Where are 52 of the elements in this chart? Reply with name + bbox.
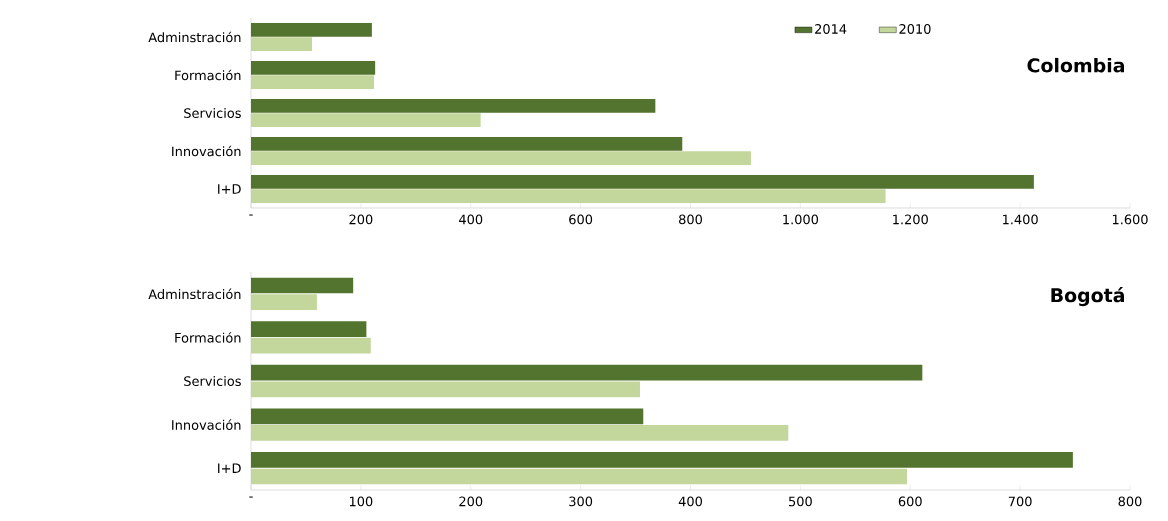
bar [251,277,354,294]
bar [251,321,367,337]
x-tick-label: 800 [679,214,702,225]
bar [251,364,923,381]
x-tick-label: 1.600 [1112,214,1148,225]
bar [251,113,481,128]
x-tick-label: 500 [789,496,812,507]
y-tick-label: I+D [218,463,241,473]
bar [251,408,644,425]
bar [251,151,751,166]
x-tick-label: 200 [349,214,373,225]
y-tick-label: Innovación [172,145,241,157]
legend-label: 2010 [899,24,931,34]
bar [251,37,312,52]
bar [251,174,1034,189]
x-tick-label: 800 [1118,496,1142,507]
y-tick-label: Innovación [172,419,241,430]
x-tick-label: 1.400 [1003,214,1038,225]
x-tick-label: 700 [1008,496,1032,507]
x-tick-label: 300 [569,496,593,507]
x-tick-label: 400 [678,496,702,507]
x-tick-label: 100 [349,496,373,507]
x-tick-label: 200 [459,496,483,507]
bar [251,75,375,90]
bar [251,452,1073,468]
bar [251,98,656,113]
bar [251,337,371,354]
x-tick-label: 1.200 [893,214,928,225]
bar [251,22,372,37]
y-tick-label: Adminstración [148,288,241,300]
y-tick-label: Servicios [184,107,241,119]
bar [251,60,376,75]
x-tick-label: 600 [569,214,593,225]
y-tick-label: Adminstración [148,31,241,43]
y-tick-label: Formación [175,69,241,81]
x-tick-label: - [249,496,253,498]
text: Bogotá [1051,286,1124,307]
x-tick-label: 600 [898,496,922,507]
bar [251,468,907,485]
bar [251,425,789,441]
y-tick-label: Servicios [184,375,241,387]
bar [251,189,886,204]
x-tick-label: 1.000 [783,214,819,225]
x-tick-label: 400 [459,214,483,225]
y-tick-label: I+D [218,184,241,194]
y-tick-label: Formación [175,332,241,343]
legend-label: 2014 [815,24,847,34]
x-tick-label: - [249,214,253,216]
bar [251,381,640,398]
text: Colombia [1027,57,1125,73]
bar [251,294,317,310]
bar [251,136,683,151]
